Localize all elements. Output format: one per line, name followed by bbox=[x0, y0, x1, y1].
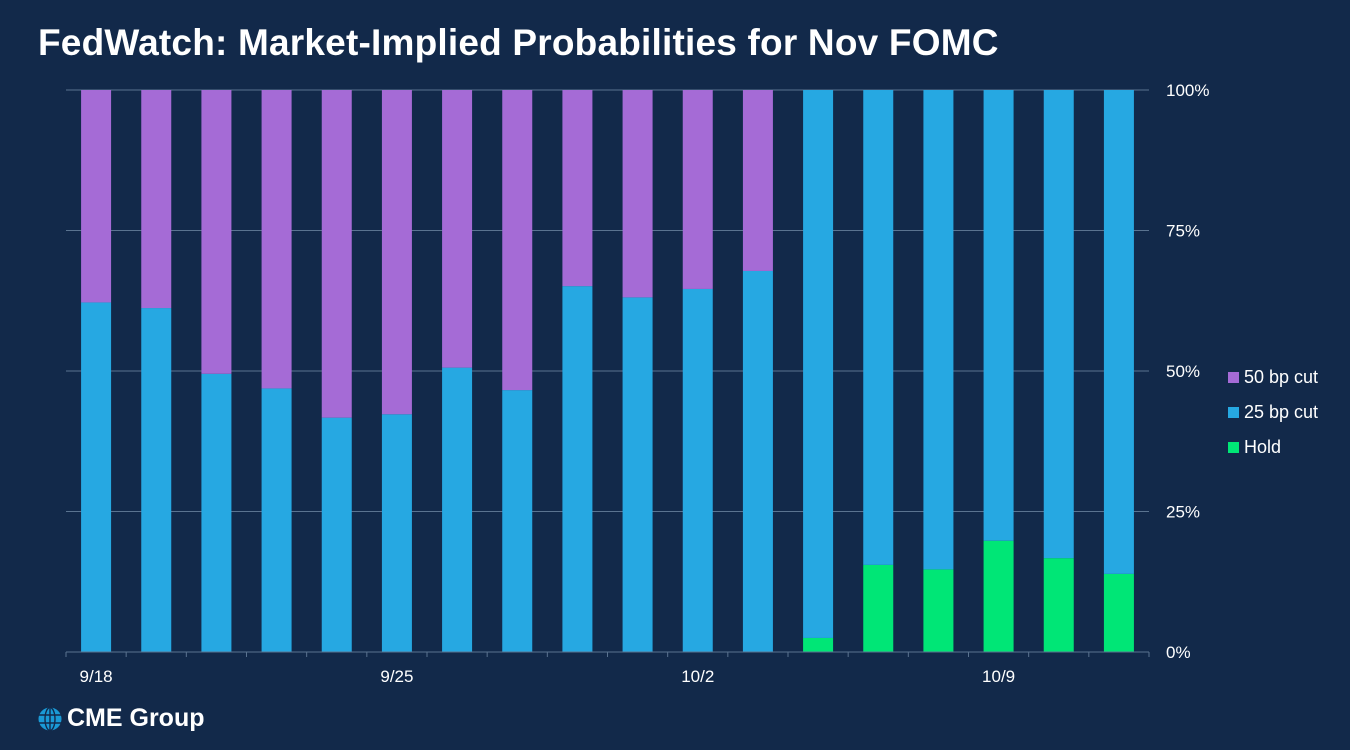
bar-segment-cut25 bbox=[261, 388, 292, 652]
bar-segment-cut25 bbox=[1103, 90, 1134, 574]
legend-swatch-hold bbox=[1228, 442, 1239, 453]
bar-segment-cut25 bbox=[1043, 90, 1074, 559]
bar-segment-cut25 bbox=[201, 373, 232, 652]
bar-segment-cut25 bbox=[81, 302, 112, 652]
bar-segment-hold bbox=[1103, 573, 1134, 652]
bar-segment-cut25 bbox=[381, 414, 412, 652]
y-tick-label: 25% bbox=[1166, 503, 1200, 522]
bar-segment-cut25 bbox=[983, 90, 1014, 541]
x-tick-label: 10/2 bbox=[681, 667, 714, 686]
x-axis bbox=[65, 651, 1150, 657]
legend-item-hold: Hold bbox=[1228, 430, 1318, 465]
bar-segment-cut50 bbox=[622, 90, 653, 298]
bar-segment-cut25 bbox=[923, 90, 954, 570]
gridlines bbox=[66, 89, 1149, 512]
x-tick-label: 9/18 bbox=[80, 667, 113, 686]
bar-segment-cut25 bbox=[742, 270, 773, 652]
legend-swatch-25bp bbox=[1228, 407, 1239, 418]
y-tick-label: 50% bbox=[1166, 362, 1200, 381]
legend-swatch-50bp bbox=[1228, 372, 1239, 383]
cme-group-logo: CME Group bbox=[37, 704, 205, 733]
bars bbox=[81, 90, 1134, 652]
bar-segment-hold bbox=[803, 637, 834, 652]
bar-segment-cut25 bbox=[622, 297, 653, 652]
bar-segment-cut50 bbox=[141, 90, 172, 309]
bar-segment-hold bbox=[983, 540, 1014, 652]
bar-segment-cut50 bbox=[742, 90, 773, 271]
bar-segment-hold bbox=[1043, 558, 1074, 652]
bar-segment-cut50 bbox=[682, 90, 713, 289]
legend-label-50bp: 50 bp cut bbox=[1244, 367, 1319, 387]
bar-segment-cut25 bbox=[502, 390, 533, 652]
bar-segment-cut25 bbox=[321, 417, 352, 652]
legend-label-25bp: 25 bp cut bbox=[1244, 402, 1319, 422]
bar-segment-cut50 bbox=[261, 90, 292, 389]
x-tick-label: 9/25 bbox=[380, 667, 413, 686]
y-tick-label: 0% bbox=[1166, 643, 1191, 662]
bar-segment-cut25 bbox=[682, 288, 713, 652]
bar-segment-cut25 bbox=[863, 90, 894, 565]
bar-segment-cut25 bbox=[141, 308, 172, 652]
legend-label-hold: Hold bbox=[1244, 437, 1282, 457]
legend-item-25bp: 25 bp cut bbox=[1228, 395, 1318, 430]
bar-segment-hold bbox=[863, 564, 894, 652]
bar-segment-cut50 bbox=[442, 90, 473, 368]
bar-segment-cut50 bbox=[502, 90, 533, 391]
x-tick-label: 10/9 bbox=[982, 667, 1015, 686]
bar-segment-cut50 bbox=[562, 90, 593, 287]
tick-labels: 0% 25% 50% 75% 100% 9/18 9/25 10/2 10/9 bbox=[80, 81, 1210, 686]
bar-segment-cut50 bbox=[201, 90, 232, 374]
legend-item-50bp: 50 bp cut bbox=[1228, 360, 1318, 395]
bar-segment-cut50 bbox=[381, 90, 412, 415]
y-tick-label: 75% bbox=[1166, 222, 1200, 241]
logo-text: CME Group bbox=[67, 704, 205, 732]
bar-segment-cut25 bbox=[803, 90, 834, 638]
bar-segment-cut25 bbox=[562, 286, 593, 652]
bar-segment-cut25 bbox=[442, 367, 473, 652]
bar-segment-hold bbox=[923, 569, 954, 652]
bar-segment-cut50 bbox=[321, 90, 352, 418]
chart-title: FedWatch: Market-Implied Probabilities f… bbox=[38, 22, 999, 63]
globe-icon bbox=[38, 706, 62, 731]
legend: 50 bp cut 25 bp cut Hold bbox=[1228, 360, 1318, 465]
bar-segment-cut50 bbox=[81, 90, 112, 303]
y-tick-label: 100% bbox=[1166, 81, 1209, 100]
